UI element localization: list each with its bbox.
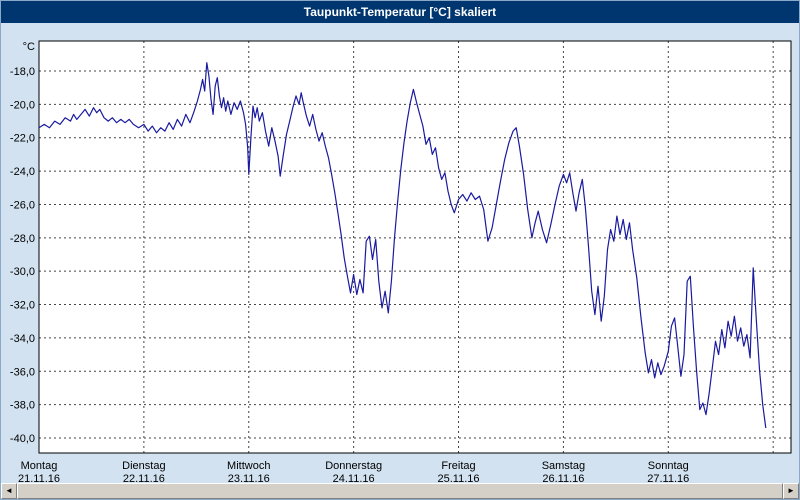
plot-border: [38, 40, 792, 454]
x-date-label: 23.11.16: [228, 473, 270, 485]
y-tick-label: -34,0: [10, 333, 35, 345]
x-date-label: 24.11.16: [333, 473, 375, 485]
x-date-label: 22.11.16: [123, 473, 165, 485]
x-date-label: 25.11.16: [438, 473, 480, 485]
x-day-label: Montag: [21, 460, 58, 472]
chart-title-bar: Taupunkt-Temperatur [°C] skaliert: [1, 1, 799, 23]
x-day-label: Freitag: [441, 460, 475, 472]
y-tick-label: -24,0: [10, 166, 35, 178]
x-day-label: Donnerstag: [325, 460, 382, 472]
x-date-label: 26.11.16: [542, 473, 584, 485]
y-tick-label: -30,0: [10, 266, 35, 278]
x-date-label: 21.11.16: [18, 473, 60, 485]
chart-plot: -18,0 -20,0 -22,0 -24,0 -26,0 -28,0 -30,0 -32,0…: [10, 40, 792, 485]
chart-title: Taupunkt-Temperatur [°C] skaliert: [303, 5, 497, 19]
temperature-line: [38, 62, 767, 429]
plot-area: [39, 41, 791, 453]
y-tick-label: -32,0: [10, 300, 35, 312]
x-day-label: Sonntag: [648, 460, 689, 472]
y-tick-label: -28,0: [10, 233, 35, 245]
y-tick-label: -38,0: [10, 400, 35, 412]
y-tick-label: -40,0: [10, 433, 35, 445]
scrollbar-thumb[interactable]: [17, 483, 783, 499]
scroll-right-button[interactable]: ►: [783, 483, 799, 499]
x-date-label: 27.11.16: [647, 473, 689, 485]
y-tick-label: -22,0: [10, 133, 35, 145]
horizontal-scrollbar[interactable]: ◄ ►: [1, 483, 799, 499]
y-tick-label: -36,0: [10, 366, 35, 378]
y-axis-unit-label: °C: [23, 41, 35, 53]
scroll-left-button[interactable]: ◄: [1, 483, 17, 499]
x-day-label: Samstag: [542, 460, 585, 472]
x-day-label: Mittwoch: [227, 460, 270, 472]
y-tick-label: -26,0: [10, 199, 35, 211]
y-tick-label: -18,0: [10, 66, 35, 78]
y-tick-label: -20,0: [10, 99, 35, 111]
x-day-label: Dienstag: [122, 460, 165, 472]
